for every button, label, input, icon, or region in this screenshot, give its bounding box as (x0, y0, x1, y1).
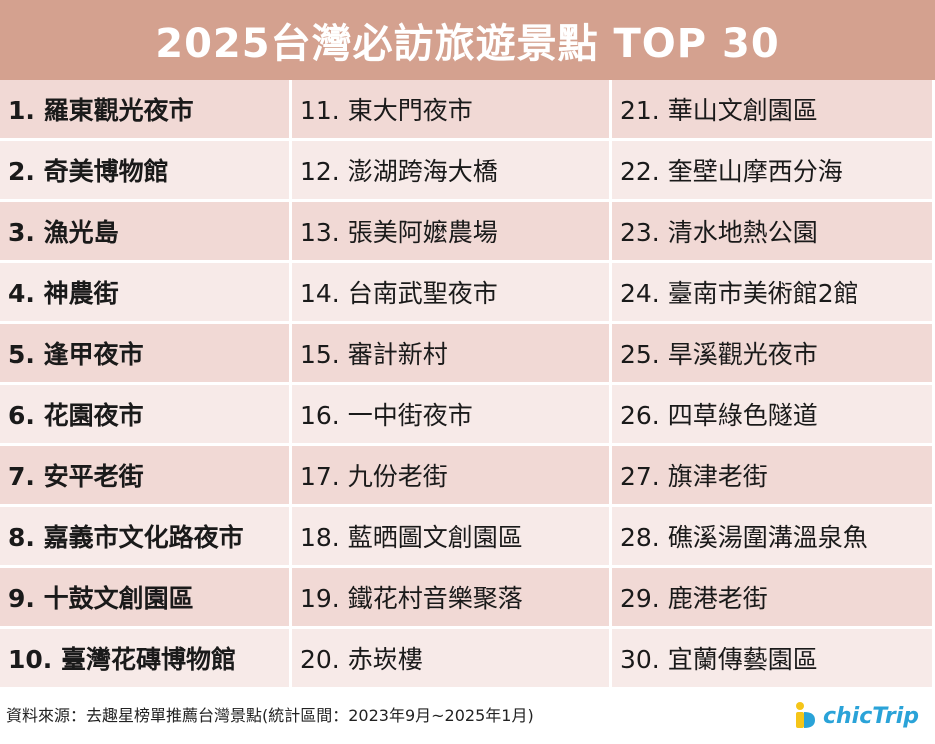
ranking-table: 1. 羅東觀光夜市 11. 東大門夜市 21. 華山文創園區 2. 奇美博物館 12. … (0, 80, 935, 690)
ranking-item: 7. 安平老街 (0, 446, 292, 507)
ranking-item: 20. 赤崁樓 (292, 629, 612, 690)
ranking-item: 23. 清水地熱公園 (612, 202, 935, 263)
title-bar: 2025台灣必訪旅遊景點 TOP 30 (0, 0, 935, 80)
ranking-item: 30. 宜蘭傳藝園區 (612, 629, 935, 690)
ranking-item: 12. 澎湖跨海大橋 (292, 141, 612, 202)
ranking-item: 29. 鹿港老街 (612, 568, 935, 629)
ranking-item: 17. 九份老街 (292, 446, 612, 507)
ranking-item: 4. 神農街 (0, 263, 292, 324)
logo-text: chicTrip (823, 704, 919, 729)
ranking-item: 5. 逢甲夜市 (0, 324, 292, 385)
page-title: 2025台灣必訪旅遊景點 TOP 30 (155, 21, 780, 67)
ranking-item: 11. 東大門夜市 (292, 80, 612, 141)
ranking-item: 28. 礁溪湯圍溝溫泉魚 (612, 507, 935, 568)
ranking-item: 2. 奇美博物館 (0, 141, 292, 202)
ranking-item: 19. 鐵花村音樂聚落 (292, 568, 612, 629)
ranking-item: 9. 十鼓文創園區 (0, 568, 292, 629)
ranking-item: 16. 一中街夜市 (292, 385, 612, 446)
ranking-item: 18. 藍晒圖文創園區 (292, 507, 612, 568)
ranking-item: 10. 臺灣花磚博物館 (0, 629, 292, 690)
ranking-item: 25. 旱溪觀光夜市 (612, 324, 935, 385)
source-note: 資料來源：去趣星榜單推薦台灣景點(統計區間：2023年9月~2025年1月) (6, 706, 534, 725)
ranking-item: 24. 臺南市美術館2館 (612, 263, 935, 324)
ranking-item: 15. 審計新村 (292, 324, 612, 385)
ranking-item: 6. 花園夜市 (0, 385, 292, 446)
logo-text-trip: Trip (872, 703, 919, 729)
ranking-item: 8. 嘉義市文化路夜市 (0, 507, 292, 568)
chictrip-logo: chicTrip (791, 698, 919, 734)
footer: 資料來源：去趣星榜單推薦台灣景點(統計區間：2023年9月~2025年1月) c… (0, 690, 935, 744)
ranking-item: 21. 華山文創園區 (612, 80, 935, 141)
ranking-item: 3. 漁光島 (0, 202, 292, 263)
chictrip-logo-icon (795, 702, 815, 728)
ranking-item: 26. 四草綠色隧道 (612, 385, 935, 446)
ranking-item: 13. 張美阿嬤農場 (292, 202, 612, 263)
ranking-item: 22. 奎壁山摩西分海 (612, 141, 935, 202)
ranking-item: 1. 羅東觀光夜市 (0, 80, 292, 141)
ranking-item: 27. 旗津老街 (612, 446, 935, 507)
logo-text-chic: chic (822, 703, 873, 729)
ranking-item: 14. 台南武聖夜市 (292, 263, 612, 324)
